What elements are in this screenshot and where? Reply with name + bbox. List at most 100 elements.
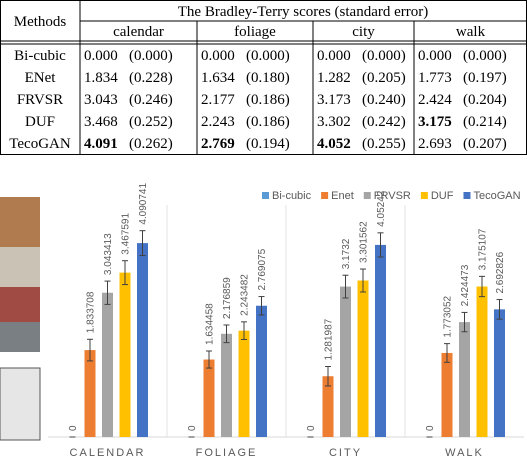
row-label: FRVSR: [17, 92, 63, 108]
data-label: 1.281987: [324, 318, 335, 360]
legend-swatch: [364, 192, 371, 199]
table-cell: 3.173 (0.240): [317, 92, 406, 108]
bar: [442, 353, 453, 437]
data-label: 0: [306, 425, 317, 431]
legend-swatch: [262, 192, 269, 199]
cell-score: 2.424: [418, 92, 452, 108]
table-cell: 2.177(0.186): [201, 92, 290, 108]
cell-score: 2.177: [201, 92, 235, 108]
data-label: 3.043413: [103, 233, 114, 275]
cell-se: (0.207): [463, 136, 507, 152]
bar: [477, 286, 488, 437]
cell-score: 3.043: [84, 92, 118, 108]
cell-se: (0.255): [362, 136, 406, 152]
legend-swatch: [321, 192, 328, 199]
legend-label: TecoGAN: [473, 190, 520, 202]
table-cell: 2.693 (0.207): [418, 136, 507, 152]
cell-se: (0.194): [246, 136, 290, 152]
data-label: 1.833708: [86, 291, 97, 333]
cell-score: 0.000: [84, 48, 118, 64]
row-label: ENet: [25, 70, 57, 86]
data-label: 3.467591: [121, 213, 132, 255]
cell-se: (0.240): [362, 92, 406, 108]
cell-score: 3.468: [84, 114, 118, 130]
cell-score: 3.175: [418, 114, 452, 130]
data-label: 2.243482: [240, 274, 251, 316]
table-cell: 2.243(0.186): [201, 114, 290, 130]
legend-swatch: [463, 192, 470, 199]
cell-se: (0.242): [362, 114, 406, 130]
column-header: calendar: [113, 24, 164, 40]
x-tick-label: FOLIAGE: [196, 447, 258, 459]
bar: [102, 293, 113, 437]
bar: [358, 281, 369, 437]
row-label: TecoGAN: [9, 136, 71, 152]
cell-score: 1.634: [201, 70, 235, 86]
table-cell: 1.282 (0.205): [317, 70, 406, 86]
row-label: DUF: [25, 114, 55, 130]
data-label: 4.05242: [376, 190, 387, 227]
cell-se: (0.205): [362, 70, 406, 86]
table-cell: 3.302 (0.242): [317, 114, 406, 130]
cell-score: 3.302: [317, 114, 351, 130]
column-header: walk: [456, 24, 486, 40]
cell-score: 2.769: [201, 136, 235, 152]
table-cell: 2.424 (0.204): [418, 92, 507, 108]
cell-se: (0.252): [129, 114, 173, 130]
table-cell: 0.000 (0.000): [201, 48, 290, 64]
bar: [120, 273, 131, 437]
bar: [204, 360, 215, 437]
column-header: city: [352, 24, 375, 40]
table-title: The Bradley-Terry scores (standard error…: [178, 4, 429, 20]
data-label: 4.090741: [138, 183, 149, 225]
cell-se: (0.000): [246, 48, 290, 64]
cell-score: 2.693: [418, 136, 452, 152]
table-cell: 3.175 (0.214): [418, 114, 507, 130]
cell-se: (0.197): [463, 70, 507, 86]
bar: [256, 306, 267, 437]
bar: [221, 334, 232, 437]
table-cell: 3.468 (0.252): [84, 114, 173, 130]
cell-se: (0.262): [129, 136, 173, 152]
cell-score: 4.052: [317, 136, 351, 152]
table-cell: 3.043(0.246): [84, 92, 173, 108]
bar: [137, 243, 148, 437]
cell-score: 1.834: [84, 70, 118, 86]
photo-fragment: [0, 197, 40, 352]
table-cell: 1.773 (0.197): [418, 70, 507, 86]
bar: [239, 331, 250, 437]
cell-se: (0.204): [463, 92, 507, 108]
gray-box: [0, 368, 40, 440]
data-label: 0: [68, 425, 79, 431]
table-cell: 2.769 (0.194): [201, 136, 290, 152]
cell-se: (0.214): [463, 114, 507, 130]
table-cell: 4.052 (0.255): [317, 136, 406, 152]
data-label: 1.634458: [205, 303, 216, 345]
data-label: 0: [425, 425, 436, 431]
data-label: 2.424473: [460, 264, 471, 306]
cell-score: 1.282: [317, 70, 351, 86]
table-cell: 4.091(0.262): [84, 136, 173, 152]
data-label: 2.176859: [222, 277, 233, 319]
cell-score: 2.243: [201, 114, 235, 130]
bar: [85, 350, 96, 437]
cell-score: 0.000: [418, 48, 452, 64]
x-tick-label: WALK: [445, 447, 484, 459]
table-cell: 1.834(0.228): [84, 70, 173, 86]
cell-score: 3.173: [317, 92, 351, 108]
data-label: 1.773052: [443, 295, 454, 337]
bar: [375, 245, 386, 437]
cell-se: (0.000): [129, 48, 173, 64]
data-label: 0: [187, 425, 198, 431]
table-cell: 0.000 (0.000): [84, 48, 173, 64]
x-tick-label: CITY: [329, 447, 362, 459]
legend-label: Bi-cubic: [272, 190, 312, 202]
table-cell: 0.000(0.000): [418, 48, 507, 64]
x-tick-label: CALENDAR: [70, 447, 146, 459]
table-cell: 1.634(0.180): [201, 70, 290, 86]
cell-score: 1.773: [418, 70, 452, 86]
cell-score: 0.000: [201, 48, 235, 64]
cell-score: 0.000: [317, 48, 351, 64]
cell-se: (0.000): [362, 48, 406, 64]
data-label: 3.175107: [478, 228, 489, 270]
